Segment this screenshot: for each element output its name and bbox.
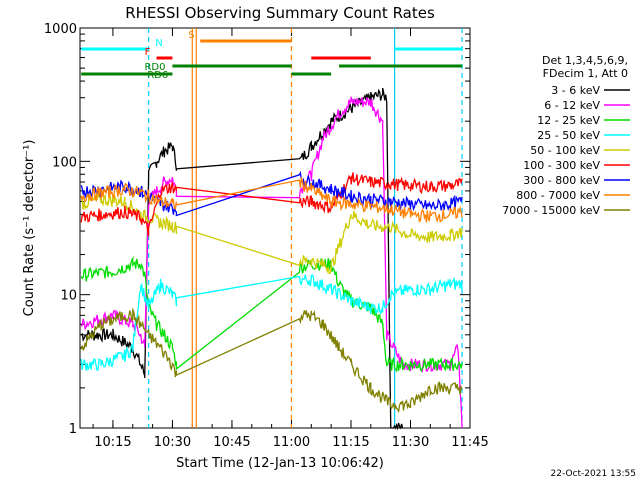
x-axis-label: Start Time (12-Jan-13 10:06:42) xyxy=(176,456,384,471)
x-tick-label: 11:00 xyxy=(273,435,310,450)
x-tick-label: 10:45 xyxy=(213,435,250,450)
series-line xyxy=(80,170,463,217)
x-tick-label: 11:45 xyxy=(451,435,488,450)
legend-label: 7000 - 15000 keV xyxy=(502,204,600,217)
footer-date: 22-Oct-2021 13:55 xyxy=(551,469,636,479)
legend-label: 12 - 25 keV xyxy=(537,114,600,127)
series-line xyxy=(80,274,463,372)
series-line xyxy=(80,87,404,431)
legend-label: 25 - 50 keV xyxy=(537,129,600,142)
state-bar-label: RD6 xyxy=(147,70,168,81)
legend-header: FDecim 1, Att 0 xyxy=(543,67,628,80)
y-tick-label: 1000 xyxy=(44,22,77,37)
series-line xyxy=(80,192,463,275)
state-bar-label: N xyxy=(155,38,162,49)
x-tick-label: 10:15 xyxy=(94,435,131,450)
state-bar-label: S xyxy=(188,30,194,41)
legend: Det 1,3,4,5,6,9,FDecim 1, Att 0 3 - 6 keV… xyxy=(502,54,630,217)
x-tick-label: 11:30 xyxy=(392,435,429,450)
legend-label: 50 - 100 keV xyxy=(530,144,600,157)
y-axis: 1 10 100 1000 xyxy=(44,22,470,437)
series-line xyxy=(80,307,463,414)
y-tick-label: 1 xyxy=(69,422,77,437)
legend-label: 800 - 7000 keV xyxy=(516,189,600,202)
series-line xyxy=(80,172,463,237)
chart-title: RHESSI Observing Summary Count Rates xyxy=(125,4,435,22)
y-tick-label: 100 xyxy=(52,155,77,170)
state-bar-label: RD0 xyxy=(144,62,165,73)
x-tick-label: 11:15 xyxy=(332,435,369,450)
y-tick-label: 10 xyxy=(60,289,77,304)
series-line xyxy=(80,96,463,429)
legend-header: Det 1,3,4,5,6,9, xyxy=(542,54,628,67)
plot-area xyxy=(79,27,471,429)
legend-label: 6 - 12 keV xyxy=(544,99,600,112)
y-axis-label: Count Rate (s⁻¹ detector⁻¹) xyxy=(22,140,37,317)
legend-label: 3 - 6 keV xyxy=(551,84,600,97)
series-line xyxy=(80,177,463,223)
legend-label: 100 - 300 keV xyxy=(523,159,600,172)
state-bar-label: F xyxy=(145,47,151,58)
legend-label: 300 - 800 keV xyxy=(523,174,600,187)
series-lines xyxy=(80,87,463,431)
x-tick-label: 10:30 xyxy=(154,435,191,450)
